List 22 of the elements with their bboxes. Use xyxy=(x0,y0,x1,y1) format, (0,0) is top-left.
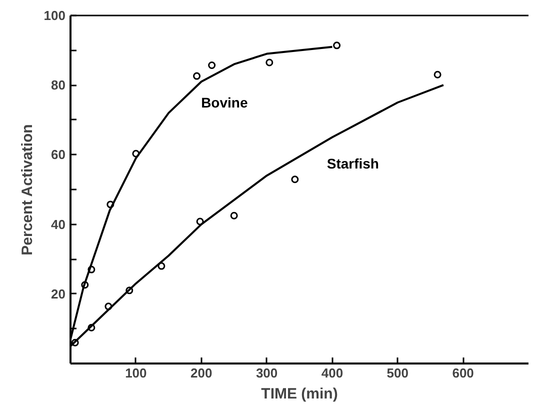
y-tick-label: 80 xyxy=(51,78,66,93)
x-tick-label: 500 xyxy=(386,366,408,380)
y-tick-label: 40 xyxy=(51,216,66,232)
y-tick-label: 60 xyxy=(51,147,66,162)
x-tick-label: 100 xyxy=(125,366,147,380)
y-axis-title: Percent Activation xyxy=(18,124,36,256)
y-tick-label: 20 xyxy=(51,286,66,302)
x-tick-label: 400 xyxy=(321,366,344,380)
point xyxy=(208,62,216,70)
x-axis-title: TIME (min) xyxy=(261,386,338,402)
y-tick-label: 100 xyxy=(44,8,66,23)
point xyxy=(333,42,341,50)
x-tick-label: 600 xyxy=(452,366,474,380)
point xyxy=(230,212,238,220)
point xyxy=(291,176,299,184)
x-tick-label: 300 xyxy=(256,366,278,380)
point xyxy=(193,72,201,80)
text: Starfish xyxy=(326,155,379,172)
series-label: Bovine xyxy=(201,94,248,110)
point xyxy=(434,70,442,78)
point xyxy=(266,58,274,66)
x-tick-label: 200 xyxy=(190,366,212,380)
